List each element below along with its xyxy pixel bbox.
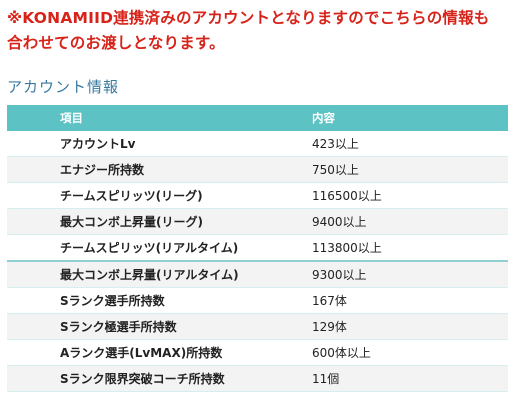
row-item: チームスピリッツ(リーグ)	[7, 182, 310, 209]
table-row: Sランク限界突破コーチ所持数 11個	[7, 365, 508, 392]
row-value: 129体	[310, 313, 508, 340]
table-row: チームスピリッツ(リーグ) 116500以上	[7, 182, 508, 209]
table-row: 最大コンボ上昇量(リーグ) 9400以上	[7, 208, 508, 235]
row-value: 11個	[310, 365, 508, 392]
table-header-row: 項目 内容	[7, 105, 508, 131]
row-item: チームスピリッツ(リアルタイム)	[7, 234, 310, 262]
notice-line-2: 合わせてのお渡しとなります。	[7, 34, 225, 52]
row-value: 113800以上	[310, 234, 508, 262]
row-item: Sランク選手所持数	[7, 287, 310, 314]
section-title: アカウント情報	[7, 78, 120, 96]
row-item: アカウントLv	[7, 131, 310, 157]
row-item: Sランク限界突破コーチ所持数	[7, 365, 310, 392]
table-row: Sランク極選手所持数 129体	[7, 313, 508, 340]
row-value: 167体	[310, 287, 508, 314]
table-row: チームスピリッツ(リアルタイム) 113800以上	[7, 234, 508, 262]
row-item: 最大コンボ上昇量(リアルタイム)	[7, 260, 310, 288]
table-row: Aランク選手(LvMAX)所持数 600体以上	[7, 339, 508, 366]
notice-line-1: ※KONAMIID連携済みのアカウントとなりますのでこちらの情報も	[7, 9, 490, 27]
account-info-table: 項目 内容 アカウントLv 423以上 エナジー所持数 750以上 チームスピリ…	[7, 105, 508, 392]
row-value: 750以上	[310, 156, 508, 183]
row-value: 9400以上	[310, 208, 508, 235]
header-item: 項目	[7, 105, 310, 131]
row-value: 9300以上	[310, 260, 508, 288]
header-value: 内容	[310, 105, 508, 131]
table-row: Sランク選手所持数 167体	[7, 287, 508, 314]
table-row: アカウントLv 423以上	[7, 131, 508, 157]
row-item: Sランク極選手所持数	[7, 313, 310, 340]
table-row: 最大コンボ上昇量(リアルタイム) 9300以上	[7, 260, 508, 288]
row-item: 最大コンボ上昇量(リーグ)	[7, 208, 310, 235]
row-value: 600体以上	[310, 339, 508, 366]
row-value: 423以上	[310, 131, 508, 157]
account-notice: ※KONAMIID連携済みのアカウントとなりますのでこちらの情報も 合わせてのお…	[7, 6, 512, 56]
row-value: 116500以上	[310, 182, 508, 209]
row-item: Aランク選手(LvMAX)所持数	[7, 339, 310, 366]
row-item: エナジー所持数	[7, 156, 310, 183]
table-row: エナジー所持数 750以上	[7, 156, 508, 183]
